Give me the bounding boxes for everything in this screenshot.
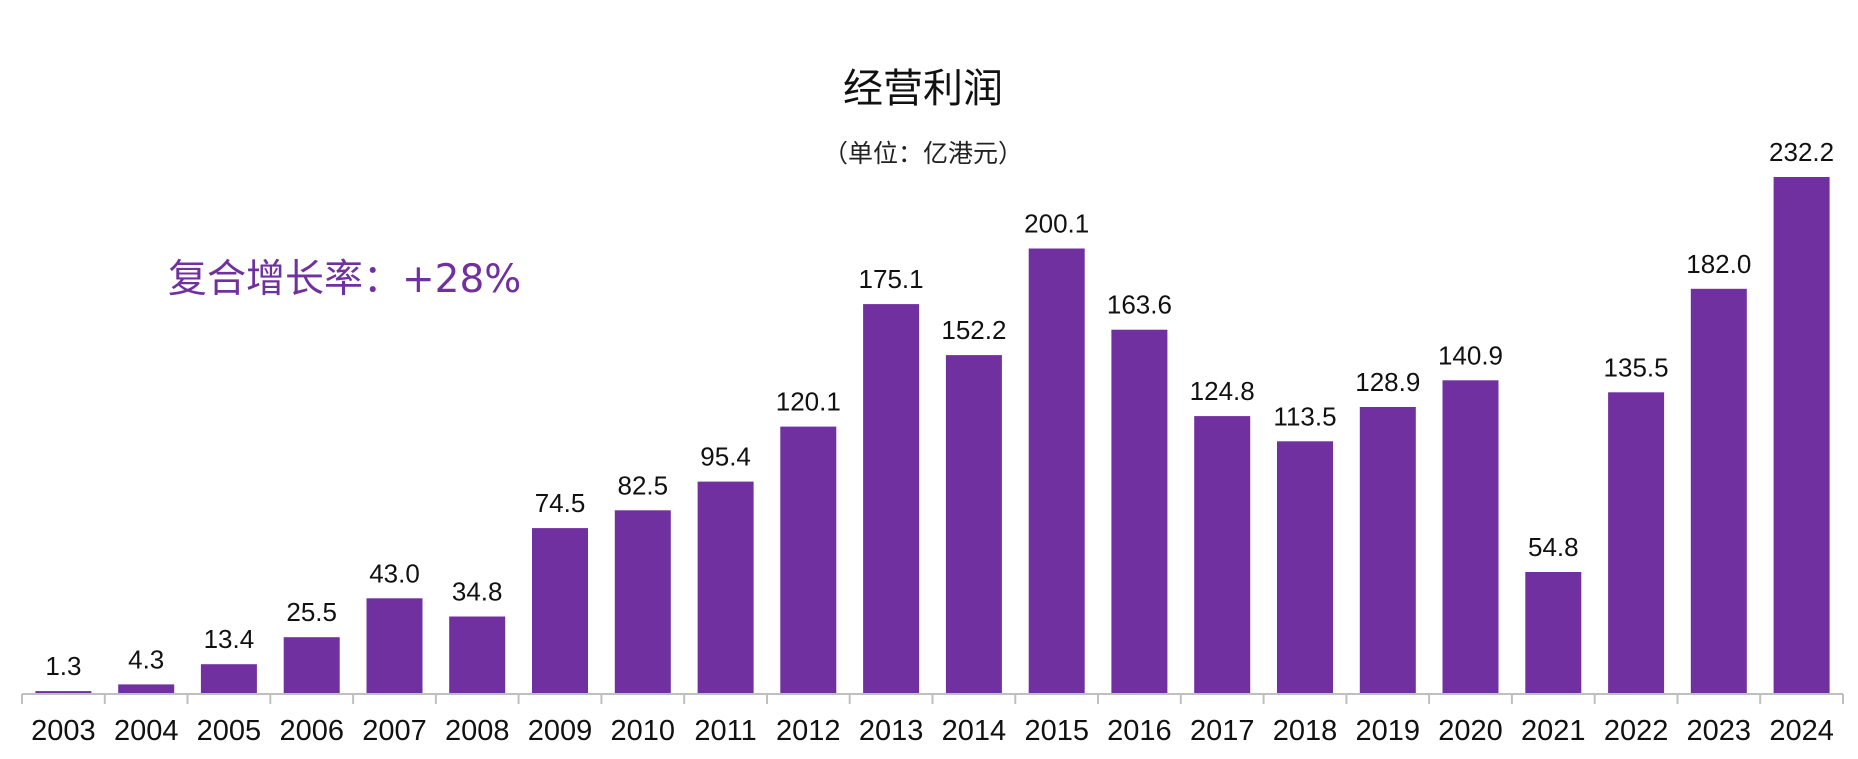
bar-value-label-2024: 232.2 — [1769, 137, 1834, 167]
bar-value-label-2015: 200.1 — [1024, 209, 1089, 239]
bar-2017 — [1194, 416, 1251, 694]
bar-value-label-2003: 1.3 — [45, 651, 81, 681]
x-tick-label-2022: 2022 — [1604, 715, 1669, 747]
bar-value-label-2011: 95.4 — [700, 442, 751, 472]
bar-value-label-2012: 120.1 — [776, 387, 841, 417]
bar-value-label-2006: 25.5 — [286, 597, 337, 627]
bar-value-label-2014: 152.2 — [941, 315, 1006, 345]
bar-2009 — [532, 528, 588, 694]
cagr-annotation: 复合增长率：+28% — [168, 257, 521, 302]
bar-value-label-2019: 128.9 — [1355, 367, 1420, 397]
x-tick-label-2021: 2021 — [1521, 715, 1586, 747]
bars-layer — [35, 177, 1830, 694]
x-tick-label-2013: 2013 — [859, 715, 924, 747]
bar-value-label-2013: 175.1 — [859, 264, 924, 294]
bar-value-label-2010: 82.5 — [617, 470, 668, 500]
bar-2012 — [780, 426, 837, 694]
bar-value-label-2016: 163.6 — [1107, 290, 1172, 320]
x-tick-label-2005: 2005 — [197, 715, 262, 747]
chart-subtitle: （单位：亿港元） — [823, 139, 1023, 168]
bar-2023 — [1690, 288, 1747, 694]
x-tick-label-2015: 2015 — [1024, 715, 1089, 747]
bar-2008 — [449, 616, 506, 694]
x-tick-label-2014: 2014 — [942, 715, 1007, 747]
x-tick-label-2016: 2016 — [1107, 715, 1172, 747]
x-tick-label-2004: 2004 — [114, 715, 179, 747]
bar-value-label-2004: 4.3 — [128, 644, 164, 674]
bar-2003 — [35, 691, 92, 694]
bar-value-label-2022: 135.5 — [1604, 352, 1669, 382]
bar-2007 — [366, 598, 423, 694]
x-tick-label-2003: 2003 — [31, 715, 96, 747]
x-tick-label-2019: 2019 — [1356, 715, 1421, 747]
value-labels-layer: 1.3 4.3 13.4 25.5 43.0 34.8 74.5 82.5 95.4 120.1 1… — [45, 137, 1834, 681]
x-tick-label-2006: 2006 — [279, 715, 344, 747]
x-tick-label-2024: 2024 — [1769, 715, 1834, 747]
bar-value-label-2007: 43.0 — [369, 558, 420, 588]
x-tick-label-2023: 2023 — [1687, 715, 1752, 747]
bar-value-label-2009: 74.5 — [535, 488, 586, 518]
bar-2024 — [1773, 177, 1830, 694]
bar-2018 — [1277, 441, 1333, 694]
bar-value-label-2017: 124.8 — [1190, 376, 1255, 406]
x-axis-ticks — [21, 694, 1844, 704]
bar-2020 — [1442, 380, 1499, 694]
x-tick-label-2012: 2012 — [776, 715, 841, 747]
bar-2004 — [118, 684, 175, 694]
bar-2015 — [1028, 248, 1085, 694]
bar-value-label-2005: 13.4 — [204, 624, 255, 654]
bar-2022 — [1608, 392, 1665, 694]
bar-2014 — [945, 355, 1002, 694]
bar-value-label-2020: 140.9 — [1438, 340, 1503, 370]
bar-value-label-2021: 54.8 — [1528, 532, 1579, 562]
x-tick-label-2010: 2010 — [611, 715, 676, 747]
x-tick-label-2011: 2011 — [694, 715, 756, 747]
x-tick-label-2020: 2020 — [1438, 715, 1503, 747]
x-tick-label-2018: 2018 — [1273, 715, 1338, 747]
x-axis-tick-labels: 2003 2004 2005 2006 2007 2008 2009 2010 2011 2012… — [31, 715, 1834, 747]
bar-2011 — [697, 481, 754, 694]
bar-value-label-2018: 113.5 — [1273, 401, 1336, 431]
bar-value-label-2023: 182.0 — [1686, 249, 1751, 279]
bar-2006 — [283, 637, 340, 694]
x-tick-label-2008: 2008 — [445, 715, 510, 747]
bar-2016 — [1111, 329, 1168, 694]
bar-2021 — [1525, 572, 1582, 694]
chart-title: 经营利润 — [843, 66, 1003, 112]
x-tick-label-2017: 2017 — [1190, 715, 1255, 747]
bar-value-label-2008: 34.8 — [452, 577, 503, 607]
bar-2010 — [614, 510, 671, 694]
bar-2013 — [863, 304, 920, 694]
x-tick-label-2007: 2007 — [362, 715, 427, 747]
bar-2019 — [1359, 407, 1416, 694]
x-tick-label-2009: 2009 — [528, 715, 593, 747]
bar-2005 — [200, 664, 257, 694]
